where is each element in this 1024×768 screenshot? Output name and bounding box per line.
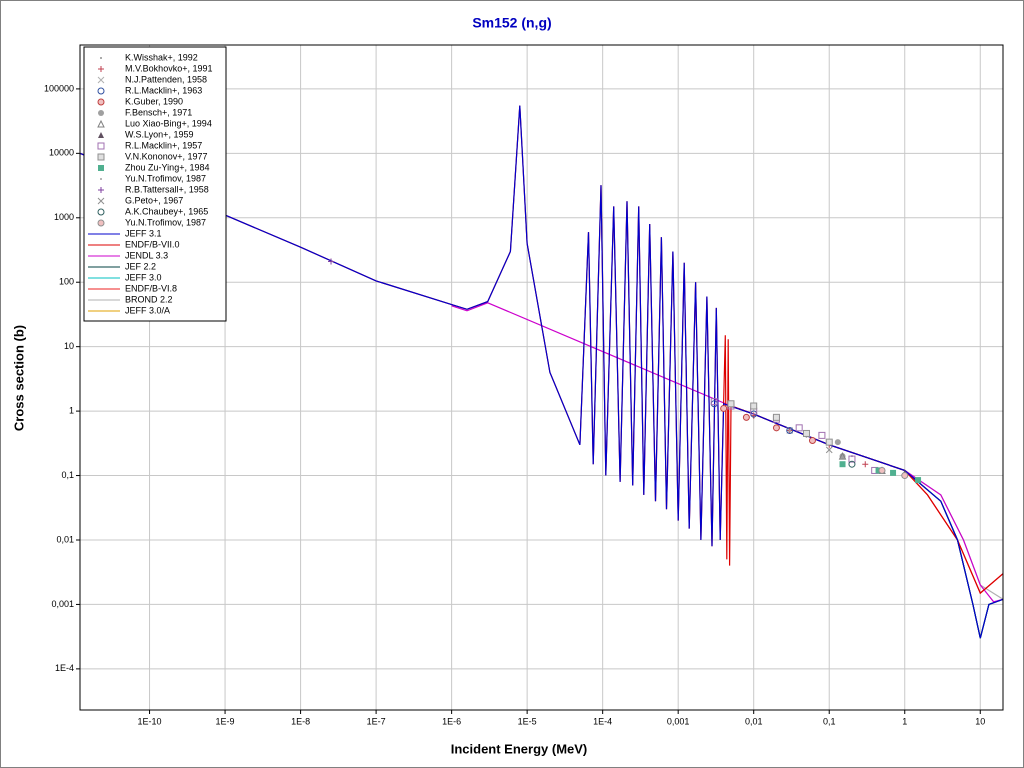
legend-label: K.Wisshak+, 1992: [125, 52, 198, 62]
marker: [97, 142, 105, 150]
chart-title: Sm152 (n,g): [472, 15, 551, 31]
marker: [788, 429, 791, 432]
series-line: [79, 105, 1004, 639]
legend-label: F.Bensch+, 1971: [125, 107, 192, 117]
y-tick-label: 1: [69, 405, 74, 415]
legend-label: Yu.N.Trofimov, 1987: [125, 217, 206, 227]
plot: [79, 105, 1004, 639]
marker: [795, 424, 803, 432]
x-tick-label: 0,01: [745, 716, 763, 726]
marker: [98, 110, 104, 116]
x-tick-label: 0,001: [667, 716, 690, 726]
legend-label: Luo Xiao-Bing+, 1994: [125, 118, 212, 128]
x-tick-label: 1E-9: [216, 716, 235, 726]
marker: [750, 402, 758, 410]
legend-label: N.J.Pattenden, 1958: [125, 74, 207, 84]
y-tick-label: 100: [59, 277, 74, 287]
x-tick-label: 10: [975, 716, 985, 726]
y-tick-label: 100000: [44, 83, 74, 93]
legend-label: BROND 2.2: [125, 294, 173, 304]
marker: [97, 119, 105, 128]
y-tick-label: 1000: [54, 212, 74, 222]
marker: [848, 460, 856, 468]
marker: [97, 208, 105, 216]
marker: [727, 400, 735, 408]
y-tick-label: 10000: [49, 148, 74, 158]
marker: [772, 413, 780, 421]
marker: [839, 461, 846, 468]
legend-label: V.N.Kononov+, 1977: [125, 151, 208, 161]
x-axis-title: Incident Energy (MeV): [451, 741, 588, 756]
marker: [328, 258, 335, 265]
marker: [834, 439, 841, 446]
marker: [720, 404, 728, 412]
marker: [98, 187, 104, 193]
marker: [97, 98, 105, 106]
marker: [97, 219, 105, 227]
x-tick-label: 1E-7: [367, 716, 386, 726]
grid: [80, 45, 1003, 710]
marker: [710, 398, 718, 406]
legend-label: ENDF/B-VII.0: [125, 239, 180, 249]
legend-label: M.V.Bokhovko+, 1991: [125, 63, 212, 73]
marker: [742, 413, 750, 421]
legend-label: Zhou Zu-Ying+, 1984: [125, 162, 209, 172]
legend-label: JEF 2.2: [125, 261, 156, 271]
marker: [848, 455, 856, 463]
legend-label: R.L.Macklin+, 1963: [125, 85, 202, 95]
marker: [97, 197, 105, 205]
marker: [862, 461, 869, 468]
marker: [97, 87, 105, 95]
y-axis-title: Cross section (b): [11, 325, 26, 431]
marker: [772, 424, 780, 432]
marker: [839, 453, 846, 460]
marker: [915, 477, 922, 484]
legend-label: Yu.N.Trofimov, 1987: [125, 173, 206, 183]
marker: [802, 429, 810, 437]
x-tick-label: 1E-8: [291, 716, 310, 726]
marker: [901, 472, 909, 480]
marker: [825, 438, 833, 446]
marker: [98, 132, 104, 138]
x-tick-label: 1E-4: [593, 716, 612, 726]
x-tick-label: 1E-10: [138, 716, 162, 726]
y-tick-label: 10: [64, 341, 74, 351]
marker: [100, 57, 102, 59]
marker: [100, 178, 102, 180]
marker: [97, 76, 105, 84]
marker: [808, 436, 816, 444]
legend-label: JEFF 3.0/A: [125, 305, 170, 315]
marker: [98, 66, 104, 72]
marker: [825, 446, 833, 454]
y-tick-label: 0,01: [56, 534, 74, 544]
marker: [97, 153, 105, 161]
legend-label: G.Peto+, 1967: [125, 195, 183, 205]
marker: [890, 469, 897, 476]
legend-label: R.B.Tattersall+, 1958: [125, 184, 209, 194]
legend-label: ENDF/B-VI.8: [125, 283, 177, 293]
legend-label: A.K.Chaubey+, 1965: [125, 206, 208, 216]
marker: [786, 427, 794, 435]
y-tick-label: 0,001: [51, 599, 74, 609]
legend-label: JENDL 3.3: [125, 250, 168, 260]
x-tick-label: 1: [902, 716, 907, 726]
marker: [878, 466, 886, 474]
legend-label: R.L.Macklin+, 1957: [125, 140, 202, 150]
legend-label: K.Guber, 1990: [125, 96, 183, 106]
x-tick-label: 1E-5: [518, 716, 537, 726]
y-tick-label: 1E-4: [55, 663, 74, 673]
x-tick-label: 0,1: [823, 716, 836, 726]
legend-label: JEFF 3.1: [125, 228, 162, 238]
legend-label: JEFF 3.0: [125, 272, 162, 282]
marker: [818, 431, 826, 439]
marker: [838, 452, 847, 460]
legend-box: [83, 46, 227, 322]
plot-border: [79, 44, 1004, 711]
x-tick-label: 1E-6: [442, 716, 461, 726]
legend-label: W.S.Lyon+, 1959: [125, 129, 193, 139]
y-tick-label: 0,1: [61, 470, 74, 480]
marker: [98, 165, 104, 171]
